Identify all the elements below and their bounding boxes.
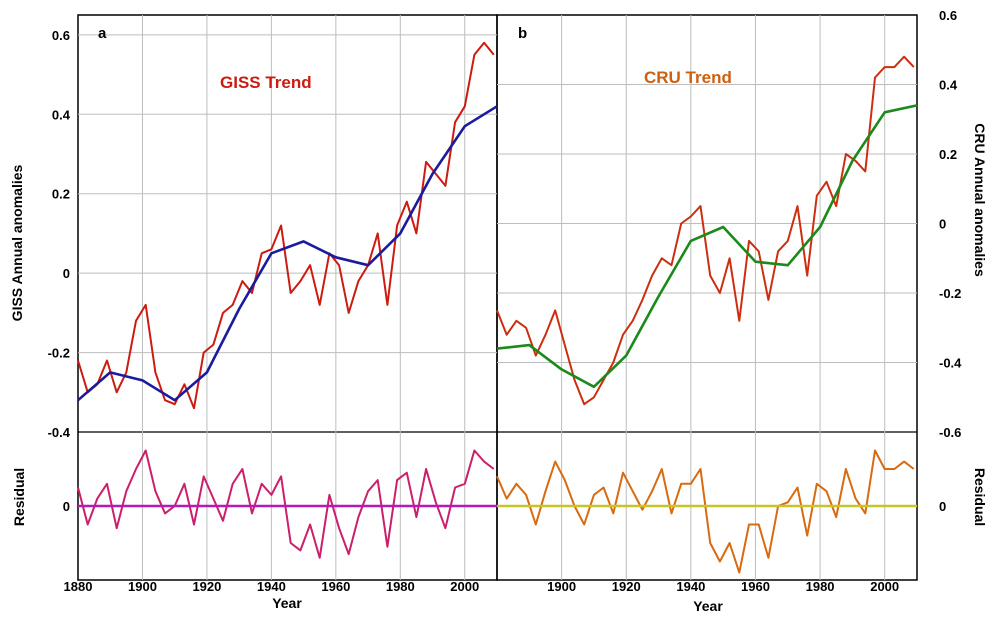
panel-a-residual-y-tick-labels: 0: [63, 499, 70, 514]
x-tick-label: 1900: [128, 579, 157, 594]
series-a-residual-residual: [77, 449, 495, 559]
series-b-annual: [496, 55, 915, 406]
y-tick-label: -0.4: [48, 425, 71, 440]
x-tick-label: 1980: [386, 579, 415, 594]
series-a-trend: [77, 105, 498, 402]
panel-b-grid: [497, 15, 917, 580]
y-tick-label: -0.2: [48, 346, 70, 361]
x-tick-label: 1880: [64, 579, 93, 594]
x-tick-label: 1960: [321, 579, 350, 594]
y-tick-label: 0.4: [52, 107, 71, 122]
panel-b-ylabel: CRU Annual anomalies: [972, 123, 988, 277]
panel-b-x-tick-labels: 1900 1920 1940 1960 1980 2000: [547, 579, 899, 594]
y-tick-label: -0.6: [939, 425, 961, 440]
y-tick-label: 0: [939, 217, 946, 232]
y-tick-label: 0.2: [52, 187, 70, 202]
panel-b-residual-y-tick-labels: 0: [939, 499, 946, 514]
panel-a-grid: [78, 15, 497, 580]
panel-a-ylabel: GISS Annual anomalies: [9, 164, 25, 321]
panel-b-frame: [496, 14, 918, 581]
x-tick-label: 2000: [870, 579, 899, 594]
panel-b-letter: b: [518, 25, 527, 42]
x-tick-label: 1960: [741, 579, 770, 594]
y-tick-label: 0.4: [939, 78, 958, 93]
panel-b-border: [496, 14, 918, 581]
y-tick-label: 0: [63, 499, 70, 514]
panel-a-residual-ylabel: Residual: [11, 468, 27, 526]
panel-a-residual-series: [77, 449, 497, 559]
panel-a-x-tick-labels: 1880 1900 1920 1940 1960 1980 2000: [64, 579, 480, 594]
y-tick-label: -0.2: [939, 286, 961, 301]
y-tick-label: 0.6: [52, 28, 70, 43]
x-tick-label: 1940: [257, 579, 286, 594]
x-tick-label: 1940: [676, 579, 705, 594]
x-tick-label: 2000: [450, 579, 479, 594]
panel-a-series: [77, 41, 498, 410]
panel-a-y-tick-labels: -0.4 -0.2 0 0.2 0.4 0.6: [48, 28, 71, 440]
panel-b-series: [496, 55, 918, 406]
panel-b-residual-series: [496, 449, 917, 574]
panel-b-y-tick-labels: -0.6 -0.4 -0.2 0 0.2 0.4 0.6: [939, 8, 962, 440]
panel-b-residual-ylabel: Residual: [972, 468, 988, 526]
y-tick-label: 0: [63, 266, 70, 281]
x-tick-label: 1980: [806, 579, 835, 594]
x-tick-label: 1920: [192, 579, 221, 594]
panel-b-xlabel: Year: [693, 598, 723, 614]
y-tick-label: 0.2: [939, 147, 957, 162]
panel-b-title: CRU Trend: [644, 68, 732, 87]
panel-a-title: GISS Trend: [220, 73, 312, 92]
panel-a-xlabel: Year: [272, 595, 302, 611]
x-tick-label: 1920: [612, 579, 641, 594]
y-tick-label: 0.6: [939, 8, 957, 23]
panel-a-letter: a: [98, 25, 107, 42]
y-tick-label: 0: [939, 499, 946, 514]
series-a-annual: [77, 41, 495, 410]
series-b-trend: [496, 104, 918, 389]
y-tick-label: -0.4: [939, 356, 962, 371]
x-tick-label: 1900: [547, 579, 576, 594]
